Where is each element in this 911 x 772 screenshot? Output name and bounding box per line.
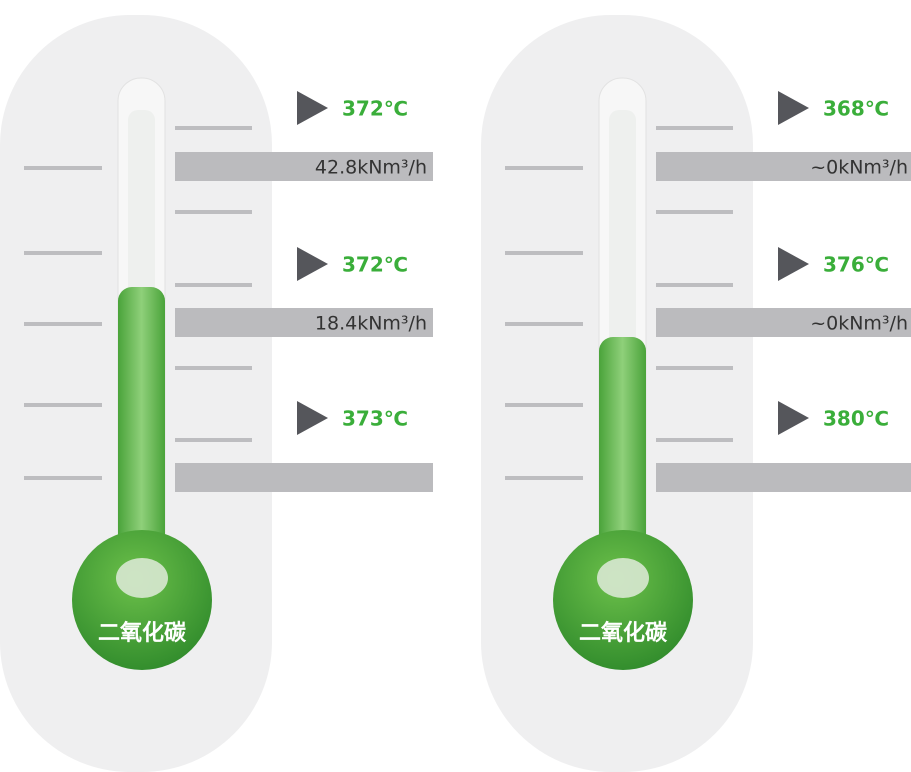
temperature: 372℃: [342, 253, 408, 277]
arrow: [297, 401, 328, 435]
flow-value: 18.4kNm³/h: [315, 313, 427, 335]
flow-bar: [656, 308, 911, 337]
arrow: [778, 247, 809, 281]
flow-bar: [175, 308, 433, 337]
flow-bar: [175, 152, 433, 181]
bulb-highlight: [116, 558, 168, 598]
arrow: [297, 247, 328, 281]
bulb-label: 二氧化碳: [579, 620, 668, 646]
arrow: [778, 401, 809, 435]
bulb-label: 二氧化碳: [98, 620, 187, 646]
temperature: 376℃: [823, 253, 889, 277]
flow-bar: [175, 463, 433, 492]
temperature: 372℃: [342, 97, 408, 121]
flow-bar: [656, 152, 911, 181]
temperature: 373℃: [342, 407, 408, 431]
flow-value: ~0kNm³/h: [810, 313, 908, 335]
flow-value: ~0kNm³/h: [810, 157, 908, 179]
temperature: 368℃: [823, 97, 889, 121]
tube-fill: [118, 287, 165, 560]
arrow: [778, 91, 809, 125]
tube-fill: [599, 337, 646, 560]
bulb: [72, 530, 212, 670]
bulb-highlight: [597, 558, 649, 598]
flow-bar: [656, 463, 911, 492]
bulb: [553, 530, 693, 670]
arrow: [297, 91, 328, 125]
temperature: 380℃: [823, 407, 889, 431]
flow-value: 42.8kNm³/h: [315, 157, 427, 179]
